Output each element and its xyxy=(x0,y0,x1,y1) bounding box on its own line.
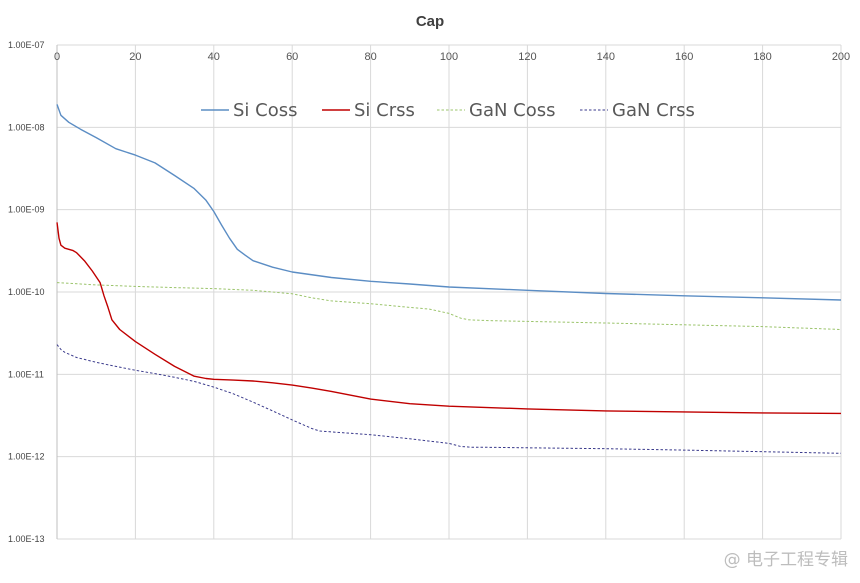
x-tick-label: 100 xyxy=(440,51,458,63)
legend-label: GaN Coss xyxy=(469,100,556,121)
legend-label: Si Coss xyxy=(233,100,298,121)
series-line-gan-coss xyxy=(56,282,842,330)
series-line-gan-crss xyxy=(56,344,842,454)
x-tick-labels: 0 20 40 60 80 100 120 140 160 180 200 xyxy=(54,51,850,63)
y-tick-label: 1.00E-07 xyxy=(8,40,45,50)
y-tick-label: 1.00E-10 xyxy=(8,287,45,297)
legend: Si Coss Si Crss GaN Coss GaN Crss xyxy=(201,100,695,121)
series-lines xyxy=(56,104,842,454)
x-tick-label: 160 xyxy=(675,51,693,63)
x-tick-label: 20 xyxy=(129,51,141,63)
y-tick-label: 1.00E-13 xyxy=(8,534,45,544)
watermark-text: @ 电子工程专辑 xyxy=(724,550,848,570)
legend-label: Si Crss xyxy=(354,100,415,121)
y-tick-label: 1.00E-08 xyxy=(8,122,45,132)
x-tick-label: 60 xyxy=(286,51,298,63)
x-tick-label: 80 xyxy=(364,51,376,63)
x-tick-label: 0 xyxy=(54,51,60,63)
x-tick-label: 200 xyxy=(832,51,850,63)
x-tick-label: 180 xyxy=(753,51,771,63)
legend-label: GaN Crss xyxy=(612,100,695,121)
series-line-si-crss xyxy=(56,222,842,415)
series-line-si-coss xyxy=(56,104,842,301)
gridlines xyxy=(56,44,842,540)
x-tick-label: 40 xyxy=(208,51,220,63)
y-tick-label: 1.00E-11 xyxy=(8,369,44,379)
y-tick-label: 1.00E-12 xyxy=(8,452,45,462)
chart-title: Cap xyxy=(416,13,444,30)
x-tick-label: 120 xyxy=(518,51,536,63)
y-tick-labels: 1.00E-07 1.00E-08 1.00E-09 1.00E-10 1.00E-11… xyxy=(8,40,45,544)
y-tick-label: 1.00E-09 xyxy=(8,205,45,215)
x-tick-label: 140 xyxy=(597,51,615,63)
